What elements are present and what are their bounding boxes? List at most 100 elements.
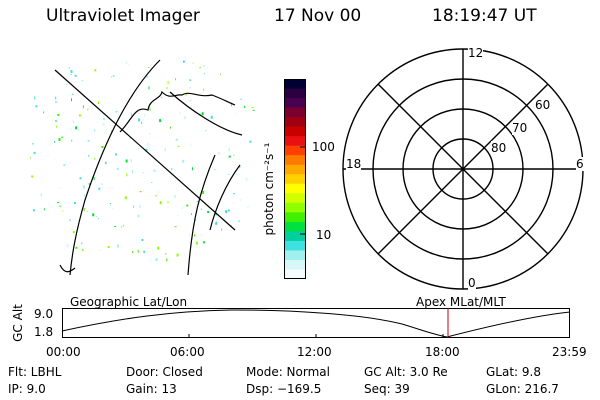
axis-diagonal [377, 83, 549, 255]
image-pixel [166, 87, 168, 89]
image-pixel [244, 105, 245, 108]
image-pixel [71, 94, 74, 96]
image-pixel [137, 215, 140, 217]
info-dsp: Dsp: −169.5 [246, 382, 322, 396]
image-pixel [130, 112, 132, 116]
image-pixel [70, 70, 73, 73]
xtick-0000: 00:00 [46, 345, 81, 359]
colorbar-band [284, 126, 306, 137]
image-pixel [225, 210, 228, 214]
mlat-label-70: 70 [512, 121, 528, 135]
info-glon: GLon: 216.7 [486, 382, 559, 396]
image-pixel [78, 114, 81, 117]
colorbar-tick-100: 100 [312, 140, 335, 154]
image-pixel [82, 185, 85, 189]
image-pixel [159, 201, 162, 205]
image-pixel [88, 154, 90, 157]
info-gcalt: GC Alt: 3.0 Re [364, 365, 448, 379]
coastline [119, 90, 236, 133]
image-pixel [139, 205, 141, 208]
colorbar-band [284, 98, 306, 109]
image-pixel [170, 126, 172, 129]
image-pixel [145, 148, 148, 152]
image-pixel [72, 231, 75, 234]
image-pixel [174, 226, 177, 228]
image-pixel [126, 173, 128, 177]
grid-line [169, 91, 243, 136]
image-pixel [105, 162, 107, 165]
image-pixel [58, 138, 61, 141]
image-pixel [204, 190, 206, 192]
image-pixel [175, 78, 176, 81]
image-pixel [233, 154, 235, 157]
image-pixel [182, 206, 183, 210]
altitude-ytick-high: 9.0 [34, 307, 54, 321]
image-pixel [112, 75, 115, 77]
colorbar-label: photon cm⁻²s⁻¹ [262, 142, 276, 236]
image-pixel [94, 69, 97, 72]
image-pixel [228, 148, 230, 152]
image-pixel [98, 218, 100, 220]
image-pixel [171, 168, 173, 171]
image-pixel [109, 203, 111, 205]
image-pixel [174, 194, 176, 198]
colorbar-band [284, 136, 306, 147]
image-pixel [114, 153, 117, 156]
colorbar-tick-10: 10 [316, 228, 332, 242]
image-pixel [88, 183, 90, 185]
image-pixel [61, 136, 64, 138]
image-pixel [133, 205, 135, 206]
image-pixel [144, 113, 146, 117]
colorbar-band [284, 231, 306, 242]
image-pixel [239, 166, 241, 169]
image-pixel [190, 192, 193, 194]
image-pixel [190, 213, 192, 215]
image-pixel [207, 211, 210, 213]
image-pixel [139, 191, 142, 193]
image-pixel [148, 67, 150, 68]
meridian-line [187, 154, 216, 276]
image-pixel [98, 101, 99, 105]
image-pixel [101, 183, 103, 186]
image-pixel [215, 221, 218, 225]
image-pixel [104, 131, 106, 134]
image-pixel [111, 187, 114, 189]
image-pixel [196, 201, 199, 203]
image-pixel [215, 213, 217, 216]
image-pixel [205, 130, 207, 132]
image-pixel [129, 137, 131, 139]
image-pixel [127, 64, 130, 66]
colorbar-band [284, 88, 306, 99]
image-pixel [34, 96, 36, 100]
image-pixel [149, 107, 151, 111]
image-pixel [188, 233, 190, 236]
info-seq: Seq: 39 [364, 382, 410, 396]
image-pixel [176, 253, 179, 257]
image-pixel [107, 246, 110, 249]
image-pixel [87, 108, 89, 110]
image-pixel [93, 157, 95, 159]
image-pixel [142, 118, 144, 122]
image-pixel [66, 244, 69, 248]
image-pixel [75, 246, 78, 249]
image-pixel [51, 206, 53, 208]
image-pixel [57, 113, 60, 116]
polar-plot [342, 48, 584, 290]
image-pixel [33, 151, 36, 154]
image-pixel [125, 61, 128, 64]
image-pixel [141, 239, 144, 241]
image-pixel [189, 86, 191, 89]
image-pixel [81, 242, 83, 245]
image-pixel [93, 177, 95, 181]
image-pixel [130, 159, 132, 163]
image-pixel [94, 157, 96, 160]
image-pixel [82, 105, 84, 109]
image-pixel [103, 118, 106, 120]
image-pixel [63, 164, 66, 166]
image-pixel [55, 101, 57, 104]
image-pixel [213, 169, 216, 171]
image-pixel [203, 88, 205, 91]
geographic-map [30, 59, 255, 276]
image-pixel [155, 195, 157, 197]
time-label: 18:19:47 UT [432, 6, 537, 26]
